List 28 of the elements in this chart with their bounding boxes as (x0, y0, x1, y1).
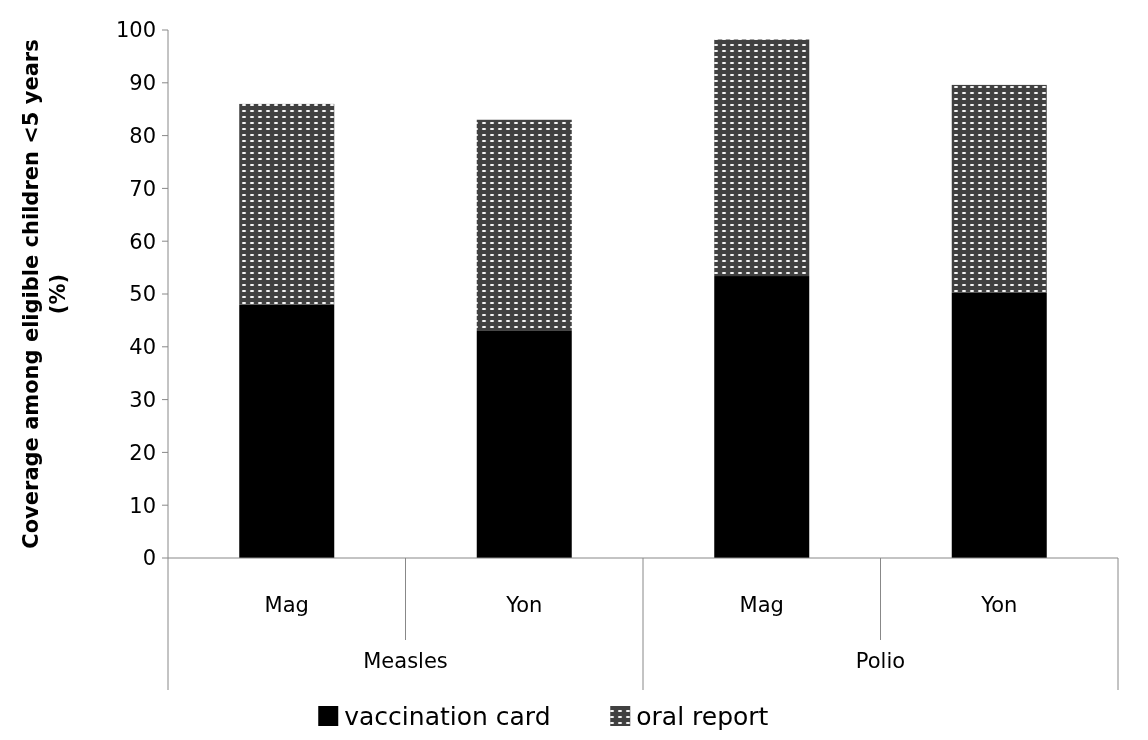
text: Measles (363, 649, 448, 673)
bar (239, 103, 335, 305)
bar (714, 39, 810, 277)
y-tick-label: 80 (129, 123, 156, 148)
y-tick-label: 60 (129, 229, 156, 254)
y-axis-title: Coverage among eligible children <5 years (%) (18, 38, 71, 551)
y-tick-label: 90 (129, 71, 156, 96)
x-tick-label: Yon (980, 593, 1018, 617)
bar (951, 84, 1047, 293)
legend-label: vaccination card (344, 701, 551, 731)
y-tick-label: 0 (142, 546, 156, 571)
y-tick-label: 70 (129, 176, 156, 201)
y-tick-label: 30 (129, 387, 156, 412)
y-tick-label: 50 (129, 282, 156, 307)
y-tick-label: 40 (129, 335, 156, 360)
bar (951, 292, 1047, 558)
y-tick-label: 10 (129, 493, 156, 518)
x-tick-label: Mag (264, 593, 309, 617)
bar (476, 330, 572, 558)
legend-label: oral report (636, 701, 769, 731)
bar (476, 119, 572, 331)
y-tick-label: 20 (129, 440, 156, 465)
x-tick-label: Mag (739, 593, 784, 617)
bar (239, 304, 335, 558)
text: Polio (855, 649, 906, 673)
x-tick-label: Yon (505, 593, 543, 617)
bar (714, 276, 810, 558)
y-tick-label: 100 (115, 18, 156, 43)
